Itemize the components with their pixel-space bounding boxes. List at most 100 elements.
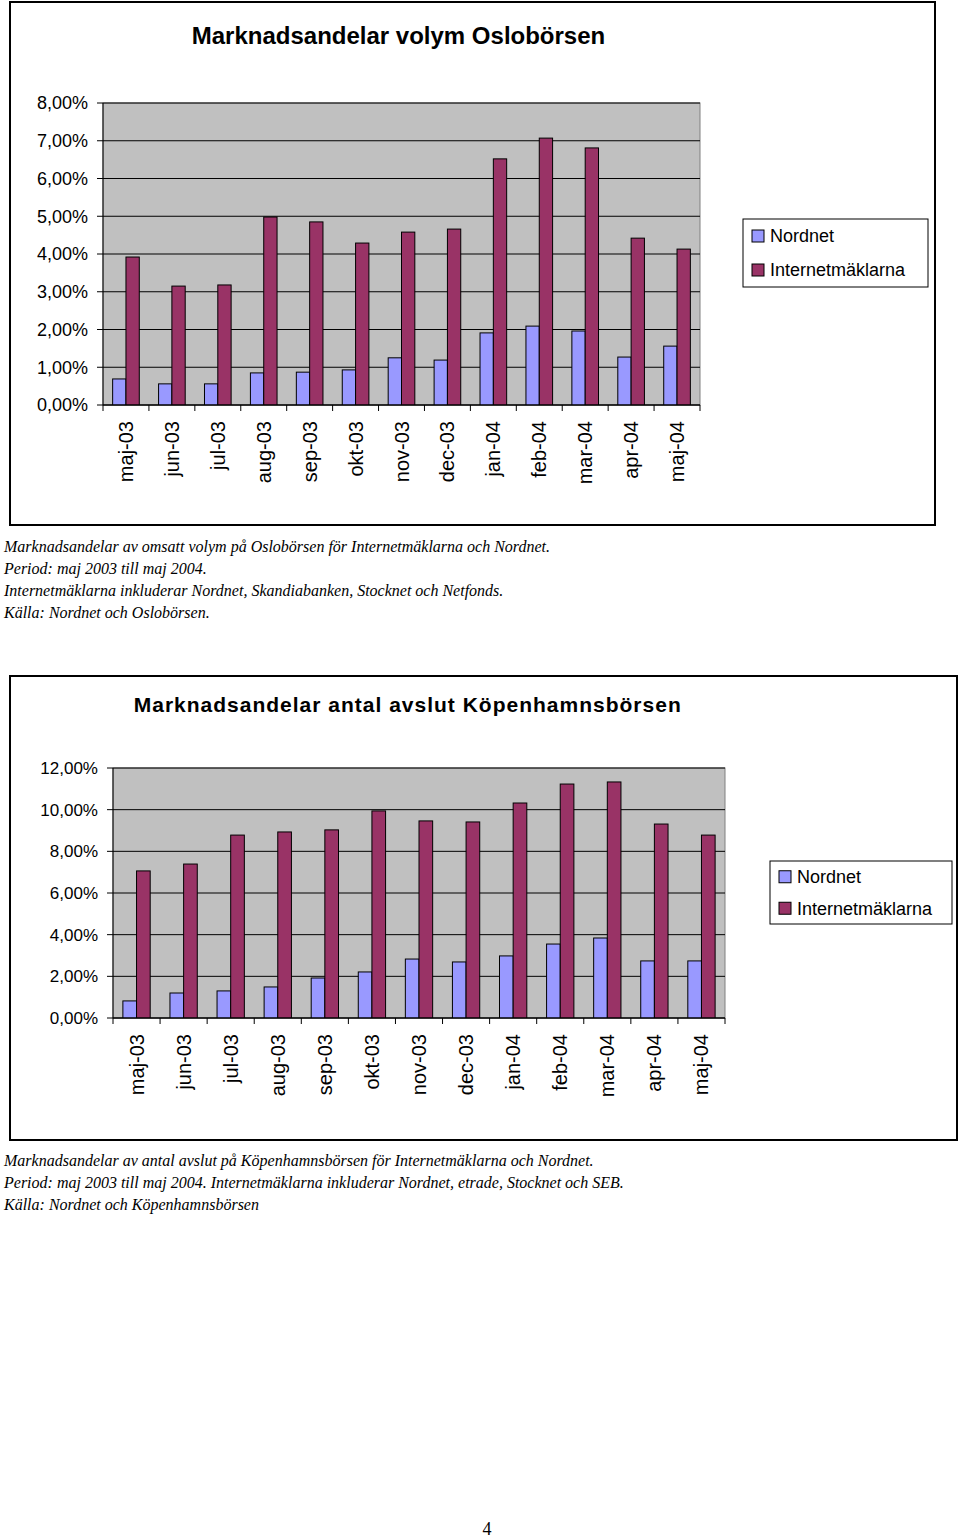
x-tick-label: jun-03 (161, 421, 183, 478)
legend-label: Nordnet (770, 226, 834, 246)
legend: Nordnet Internetmäklarna (743, 219, 928, 287)
grid-line (103, 178, 700, 179)
bar (607, 782, 621, 1018)
x-tick-label: dec-03 (455, 1034, 477, 1095)
bar (701, 835, 715, 1018)
bar (113, 379, 126, 405)
x-tick (207, 1018, 208, 1024)
bar (231, 835, 245, 1018)
x-axis (103, 405, 700, 406)
x-tick (630, 1018, 631, 1024)
caption-line: Källa: Nordnet och Oslobörsen. (3, 604, 210, 621)
x-tick (654, 405, 655, 411)
x-tick-label: jun-03 (173, 1034, 195, 1091)
legend-label: Internetmäklarna (797, 899, 933, 919)
x-tick (378, 405, 379, 411)
grid-line (103, 140, 700, 141)
caption-line: Period: maj 2003 till maj 2004. Internet… (3, 1174, 624, 1192)
y-tick (97, 140, 103, 141)
bar (372, 811, 386, 1018)
x-tick-label: feb-04 (528, 421, 550, 478)
x-tick (254, 1018, 255, 1024)
bar (356, 243, 369, 405)
bar (388, 358, 401, 405)
x-tick (424, 405, 425, 411)
legend-swatch (779, 902, 791, 914)
x-tick (194, 405, 195, 411)
legend-label: Internetmäklarna (770, 260, 906, 280)
y-axis (103, 103, 104, 405)
bar (123, 1001, 137, 1018)
bar (447, 229, 460, 405)
x-tick (536, 1018, 537, 1024)
x-tick-label: maj-04 (690, 1034, 712, 1095)
x-tick (332, 405, 333, 411)
y-axis (113, 768, 114, 1018)
x-tick (395, 1018, 396, 1024)
x-tick-label: aug-03 (253, 421, 275, 483)
x-tick (442, 1018, 443, 1024)
x-tick (103, 405, 104, 411)
legend-box (743, 219, 928, 287)
legend-swatch (752, 264, 764, 276)
x-tick (562, 405, 563, 411)
grid-line (103, 405, 700, 406)
plot-area (113, 768, 725, 1018)
bar (159, 384, 172, 405)
bar (526, 326, 539, 405)
y-tick-label: 12,00% (40, 759, 98, 778)
y-tick-label: 6,00% (50, 884, 98, 903)
x-tick (113, 1018, 114, 1024)
bars (123, 782, 715, 1018)
x-tick-label: maj-03 (115, 421, 137, 482)
x-tick (148, 405, 149, 411)
x-tick (470, 405, 471, 411)
x-tick-label: sep-03 (299, 421, 321, 482)
bar (594, 938, 608, 1018)
x-tick (516, 405, 517, 411)
x-tick-label: jul-03 (207, 421, 229, 471)
chart-title: Marknadsandelar antal avslut Köpenhamnsb… (134, 693, 682, 716)
y-tick (97, 291, 103, 292)
x-tick (608, 405, 609, 411)
bar (480, 333, 493, 405)
legend-swatch (779, 871, 791, 883)
caption-line: Källa: Nordnet och Köpenhamnsbörsen (3, 1196, 259, 1214)
bar (311, 978, 325, 1018)
caption-line: Internetmäklarna inkluderar Nordnet, Ska… (3, 582, 503, 600)
bar (405, 959, 419, 1018)
y-tick-label: 8,00% (50, 842, 98, 861)
bar (218, 285, 231, 405)
bar (342, 370, 355, 405)
caption-line: Marknadsandelar av omsatt volym på Oslob… (3, 538, 550, 556)
bar (654, 824, 668, 1018)
x-tick-label: aug-03 (267, 1034, 289, 1096)
bar (325, 830, 339, 1018)
bar (278, 832, 292, 1018)
chart-frame (10, 2, 935, 525)
bar (500, 956, 514, 1018)
x-tick-label: apr-04 (620, 421, 642, 479)
chart: Marknadsandelar antal avslut Köpenhamnsb… (10, 676, 957, 1140)
y-tick-label: 4,00% (37, 244, 88, 264)
bar (358, 972, 372, 1018)
y-tick (107, 768, 113, 769)
x-tick (583, 1018, 584, 1024)
legend: NordnetInternetmäklarna (770, 861, 952, 924)
bar (296, 372, 309, 405)
x-tick (677, 1018, 678, 1024)
bar (513, 803, 527, 1018)
bar (402, 232, 415, 405)
caption-line: Marknadsandelar av antal avslut på Köpen… (3, 1152, 594, 1170)
y-tick (97, 216, 103, 217)
bar (204, 384, 217, 405)
page: Marknadsandelar volym Oslobörsen0,00%1,0… (0, 0, 960, 1537)
y-tick-label: 4,00% (50, 926, 98, 945)
grid-line (113, 768, 725, 769)
x-tick (348, 1018, 349, 1024)
x-tick-label: jul-03 (220, 1034, 242, 1084)
bar (264, 217, 277, 405)
bar (493, 159, 506, 405)
bar (434, 360, 447, 405)
chart-frame (10, 676, 957, 1140)
